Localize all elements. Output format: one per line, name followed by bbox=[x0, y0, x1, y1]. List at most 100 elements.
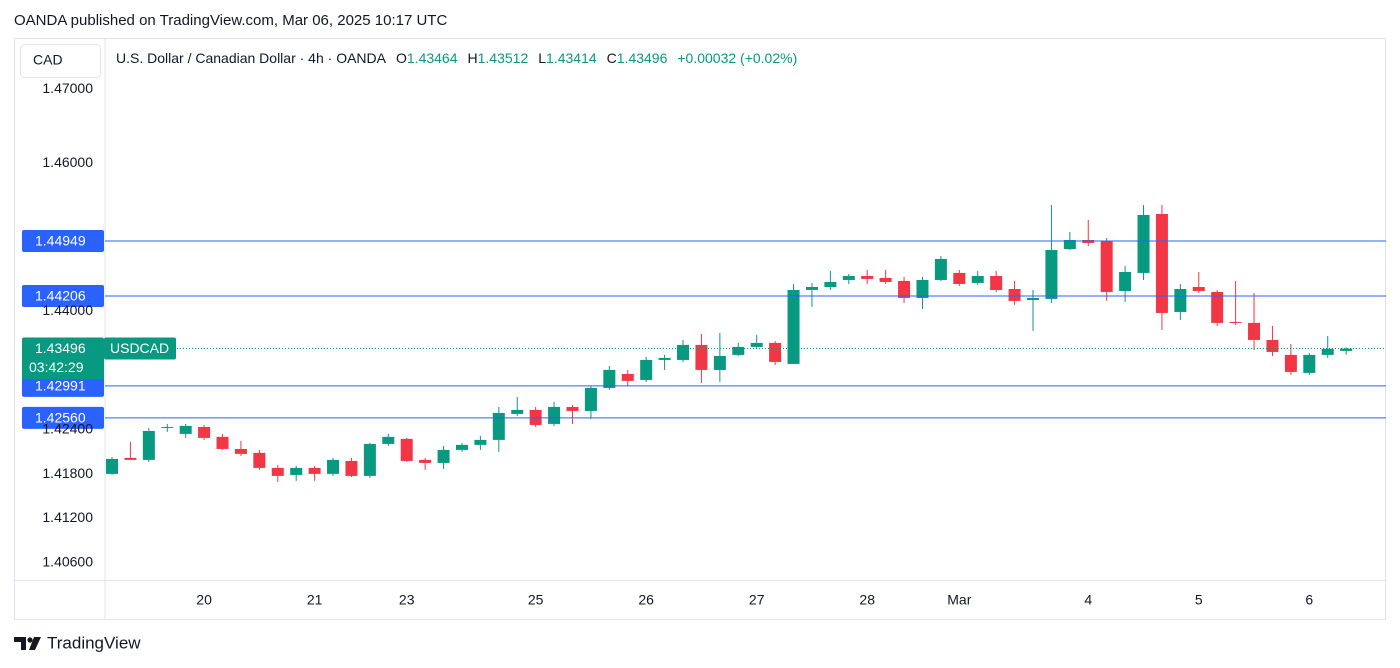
candle-body bbox=[713, 355, 726, 370]
y-tick-label: 1.46000 bbox=[42, 154, 93, 170]
symbol-label: USDCAD bbox=[110, 340, 169, 356]
y-tick-label: 1.41800 bbox=[42, 465, 93, 481]
candle-body bbox=[455, 444, 468, 450]
countdown-label: 03:42:29 bbox=[29, 359, 84, 375]
x-tick-label: 23 bbox=[399, 592, 415, 608]
candle-body bbox=[898, 280, 911, 298]
candle-body bbox=[234, 448, 247, 454]
legend: U.S. Dollar / Canadian Dollar · 4h · OAN… bbox=[116, 50, 797, 66]
candle-body bbox=[732, 346, 745, 355]
candle-body bbox=[161, 426, 174, 428]
level-label-box bbox=[22, 406, 104, 429]
candle-body bbox=[511, 409, 524, 414]
candle-body bbox=[695, 344, 708, 370]
level-label: 1.44206 bbox=[35, 288, 86, 304]
legend-key: L bbox=[538, 50, 547, 66]
candle-body bbox=[584, 387, 597, 411]
symbol-box bbox=[104, 337, 176, 360]
candle-body bbox=[1266, 339, 1279, 352]
x-tick-label: 21 bbox=[307, 592, 323, 608]
candle-body bbox=[1100, 240, 1113, 292]
overlay: 1.44949 1.44206 1.42991 1.42560 1.43496 03:42… bbox=[22, 229, 1386, 429]
candle-body bbox=[640, 359, 653, 380]
candle-body bbox=[216, 436, 229, 449]
candle-body bbox=[603, 369, 616, 388]
candle-body bbox=[990, 275, 1003, 290]
candle-body bbox=[290, 467, 303, 475]
candle-body bbox=[1303, 354, 1316, 373]
candle-body bbox=[198, 426, 211, 438]
candle-body bbox=[1155, 214, 1168, 313]
last-price-label: 1.43496 bbox=[35, 340, 86, 356]
candle-body bbox=[271, 467, 284, 476]
x-tick-label: 27 bbox=[749, 592, 765, 608]
y-tick-label: 1.41200 bbox=[42, 509, 93, 525]
symbol-title: U.S. Dollar / Canadian Dollar · 4h · OAN… bbox=[116, 50, 386, 66]
level-label-box bbox=[22, 284, 104, 307]
x-tick-label: 20 bbox=[196, 592, 212, 608]
x-tick-label: 5 bbox=[1195, 592, 1203, 608]
legend-value: 1.43464 bbox=[406, 50, 458, 66]
candle-body bbox=[1045, 249, 1058, 299]
x-tick-label: 25 bbox=[528, 592, 544, 608]
y-tick-label: 1.44000 bbox=[42, 302, 93, 318]
level-label: 1.44949 bbox=[35, 233, 86, 249]
candle-body bbox=[124, 457, 137, 460]
candle-body bbox=[879, 277, 892, 282]
chart-frame bbox=[14, 38, 1386, 620]
candle-body bbox=[474, 439, 487, 445]
x-tick-label: 26 bbox=[638, 592, 654, 608]
y-tick-label: 1.47000 bbox=[42, 80, 93, 96]
candle-body bbox=[363, 443, 376, 476]
candle-body bbox=[327, 459, 340, 474]
candle-body bbox=[621, 373, 634, 381]
candle-body bbox=[787, 289, 800, 364]
y-tick-label: 1.42400 bbox=[42, 420, 93, 436]
candle-body bbox=[769, 342, 782, 362]
candles bbox=[106, 204, 1353, 482]
candle-body bbox=[750, 342, 763, 347]
candle-body bbox=[400, 438, 413, 461]
candle-body bbox=[566, 406, 579, 411]
candle-body bbox=[548, 406, 561, 424]
candle-body bbox=[971, 275, 984, 283]
candle-body bbox=[1119, 271, 1132, 292]
candle-body bbox=[1008, 289, 1021, 301]
candle-body bbox=[842, 275, 855, 280]
brand-logo bbox=[14, 637, 41, 650]
x-tick-label: 6 bbox=[1305, 592, 1313, 608]
candle-body bbox=[1174, 289, 1187, 312]
level-label: 1.42991 bbox=[35, 378, 86, 394]
x-tick-label: Mar bbox=[947, 592, 971, 608]
candle-body bbox=[345, 460, 358, 476]
candle-body bbox=[1229, 321, 1242, 323]
candle-body bbox=[142, 430, 155, 460]
candle-body bbox=[253, 452, 266, 468]
candle-body bbox=[916, 279, 929, 298]
candle-body bbox=[1211, 291, 1224, 323]
candle-body bbox=[953, 272, 966, 284]
candle-body bbox=[1321, 348, 1334, 355]
candle-body bbox=[1137, 214, 1150, 273]
legend-change: +0.00032 (+0.02%) bbox=[677, 50, 798, 66]
candle-body bbox=[1248, 322, 1261, 340]
candle-body bbox=[419, 459, 432, 463]
brand-name: TradingView bbox=[47, 633, 141, 652]
candle-body bbox=[1082, 239, 1095, 243]
candle-body bbox=[934, 258, 947, 280]
x-tick-label: 4 bbox=[1084, 592, 1092, 608]
candle-body bbox=[1063, 239, 1076, 250]
legend-key: H bbox=[467, 50, 478, 66]
candle-body bbox=[492, 412, 505, 440]
legend-value: 1.43496 bbox=[616, 50, 668, 66]
candle-body bbox=[382, 436, 395, 444]
y-tick-label: 1.40600 bbox=[42, 554, 93, 570]
currency-box[interactable] bbox=[20, 44, 101, 78]
candle-body bbox=[658, 357, 671, 360]
candle-body bbox=[106, 458, 118, 474]
x-tick-label: 28 bbox=[859, 592, 875, 608]
legend-key: C bbox=[606, 50, 617, 66]
candle-body bbox=[824, 281, 837, 288]
last-price-box bbox=[22, 337, 104, 380]
currency-label[interactable]: CAD bbox=[33, 52, 63, 68]
